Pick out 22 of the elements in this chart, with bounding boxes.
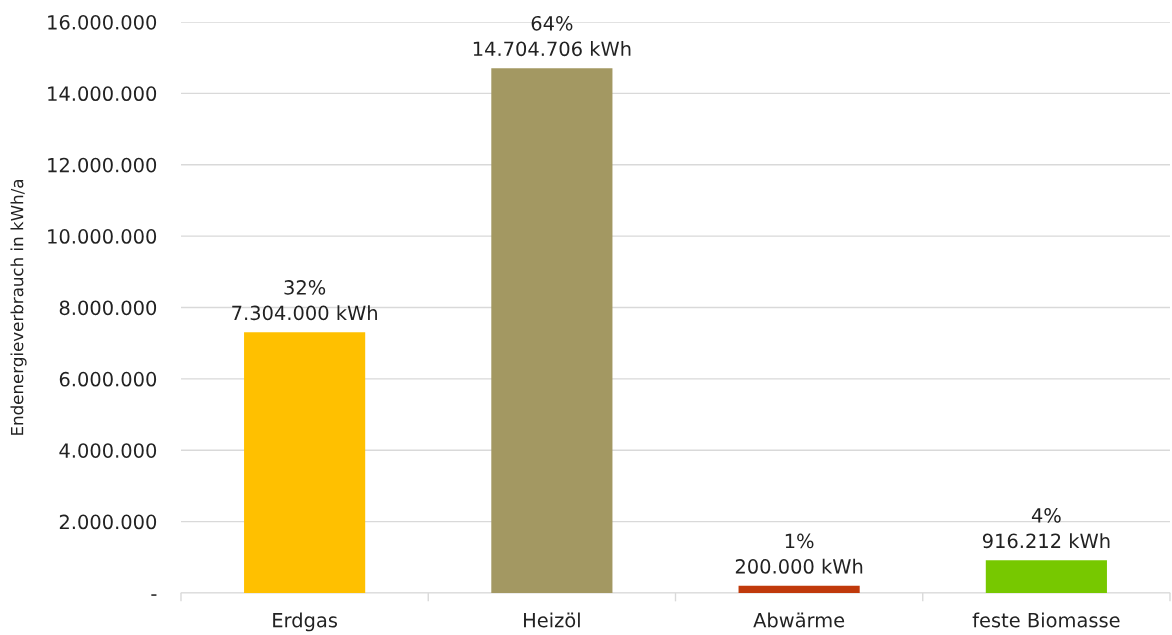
y-tick-label: 2.000.000 bbox=[59, 514, 157, 530]
y-tick-label: - bbox=[151, 594, 157, 596]
data-label: 64% 14.704.706 kWh bbox=[473, 15, 631, 57]
y-tick-label: 16.000.000 bbox=[48, 14, 157, 30]
data-label: 1% 200.000 kWh bbox=[735, 533, 863, 574]
bar bbox=[491, 68, 613, 593]
x-tick-label: Abwärme bbox=[753, 612, 845, 628]
bar bbox=[738, 585, 860, 593]
y-tick-label: 10.000.000 bbox=[48, 229, 157, 244]
x-tick-label: Heizöl bbox=[524, 612, 580, 628]
y-tick-label: 4.000.000 bbox=[59, 443, 157, 458]
y-axis-title: Endenergieverbrauch in kWh/a bbox=[10, 180, 27, 435]
y-tick-label: 8.000.000 bbox=[59, 300, 157, 316]
y-tick-label: 14.000.000 bbox=[48, 86, 157, 102]
y-tick-label: 6.000.000 bbox=[59, 371, 157, 387]
y-tick-label: 12.000.000 bbox=[48, 157, 157, 173]
data-label: 4% 916.212 kWh bbox=[982, 508, 1110, 549]
bar bbox=[244, 332, 366, 593]
data-label: 32% 7.304.000 kWh bbox=[232, 280, 377, 321]
x-tick-label: Erdgas bbox=[273, 612, 338, 632]
bar bbox=[985, 560, 1107, 593]
x-tick-label: feste Biomasse bbox=[972, 612, 1120, 628]
